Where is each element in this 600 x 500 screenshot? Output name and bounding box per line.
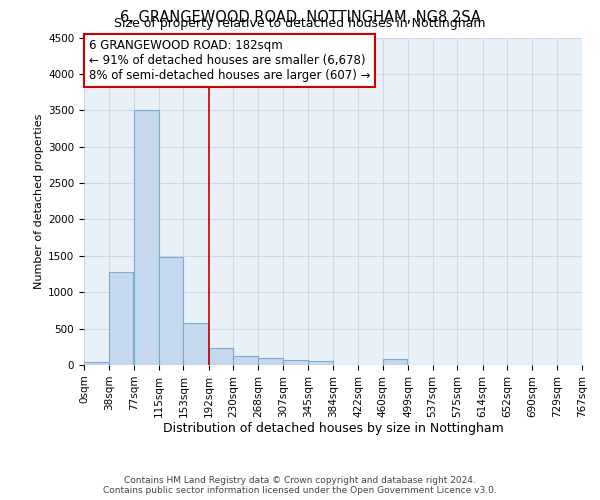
Bar [209,348,233,365]
Bar [383,359,407,365]
Bar [233,356,258,365]
Bar [109,272,133,365]
Text: 6 GRANGEWOOD ROAD: 182sqm
← 91% of detached houses are smaller (6,678)
8% of sem: 6 GRANGEWOOD ROAD: 182sqm ← 91% of detac… [89,39,370,82]
Bar [184,323,208,365]
X-axis label: Distribution of detached houses by size in Nottingham: Distribution of detached houses by size … [163,422,503,436]
Text: Size of property relative to detached houses in Nottingham: Size of property relative to detached ho… [114,18,486,30]
Bar [158,258,184,365]
Bar [258,358,283,365]
Bar [308,360,332,365]
Bar [84,362,109,365]
Text: 6, GRANGEWOOD ROAD, NOTTINGHAM, NG8 2SA: 6, GRANGEWOOD ROAD, NOTTINGHAM, NG8 2SA [119,10,481,25]
Text: Contains HM Land Registry data © Crown copyright and database right 2024.
Contai: Contains HM Land Registry data © Crown c… [103,476,497,495]
Y-axis label: Number of detached properties: Number of detached properties [34,114,44,289]
Bar [283,360,308,365]
Bar [134,110,158,365]
